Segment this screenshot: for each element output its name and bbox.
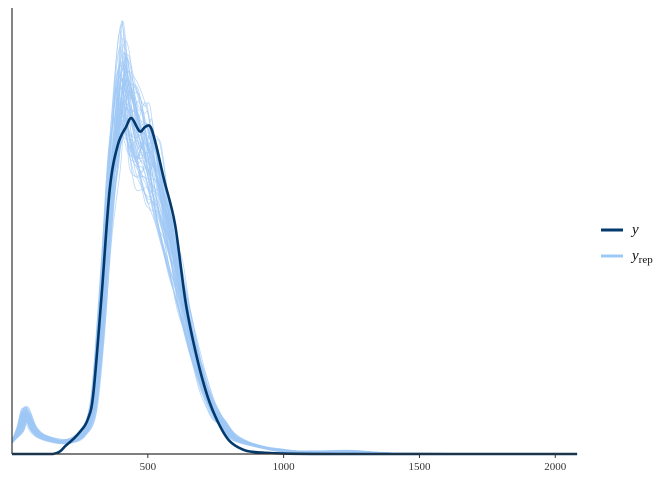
y-rep-line-60 — [11, 64, 577, 455]
x-tick-label-500: 500 — [140, 461, 157, 473]
y-rep-line-59 — [11, 53, 578, 455]
x-axis-ticks: 500 1000 1500 2000 — [140, 454, 567, 473]
legend-label-y-rep: yrep — [630, 248, 653, 266]
y-rep-density-lines — [11, 20, 579, 455]
y-density-line-group — [11, 116, 577, 456]
legend-label-y: y — [630, 222, 639, 238]
y-density-line — [11, 116, 577, 456]
x-tick-label-2000: 2000 — [544, 461, 567, 473]
legend: y yrep — [601, 222, 653, 266]
y-rep-line-42 — [11, 80, 578, 455]
x-tick-label-1000: 1000 — [273, 461, 296, 473]
y-rep-line-53 — [11, 106, 578, 455]
x-tick-label-1500: 1500 — [408, 461, 431, 473]
